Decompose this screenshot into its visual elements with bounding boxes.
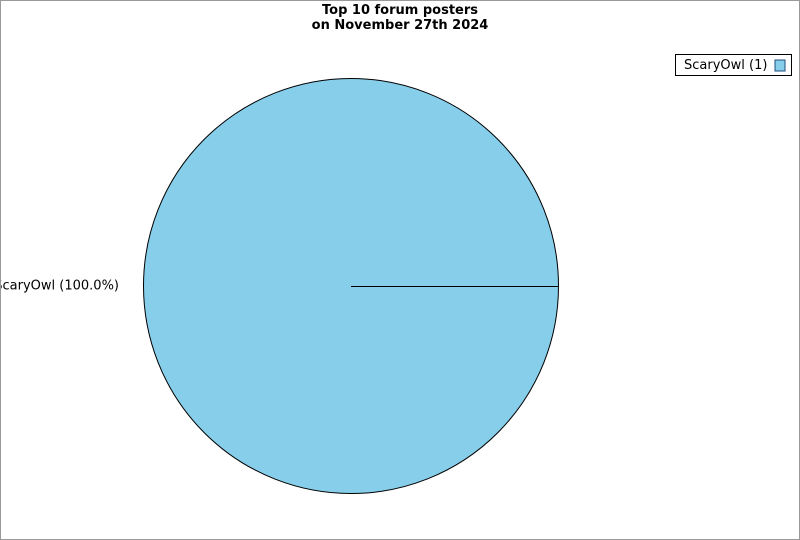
slice-label-scaryowl: ScaryOwl (100.0%) [0,278,119,294]
chart-title-line-2: on November 27th 2024 [311,18,489,33]
legend-box: ScaryOwl (1) [675,54,793,76]
chart-title-line-1: Top 10 forum posters [322,3,478,18]
legend-swatch-icon [774,59,786,71]
chart-title: Top 10 forum posters on November 27th 20… [1,3,799,33]
legend-entry-label: ScaryOwl (1) [684,57,768,73]
